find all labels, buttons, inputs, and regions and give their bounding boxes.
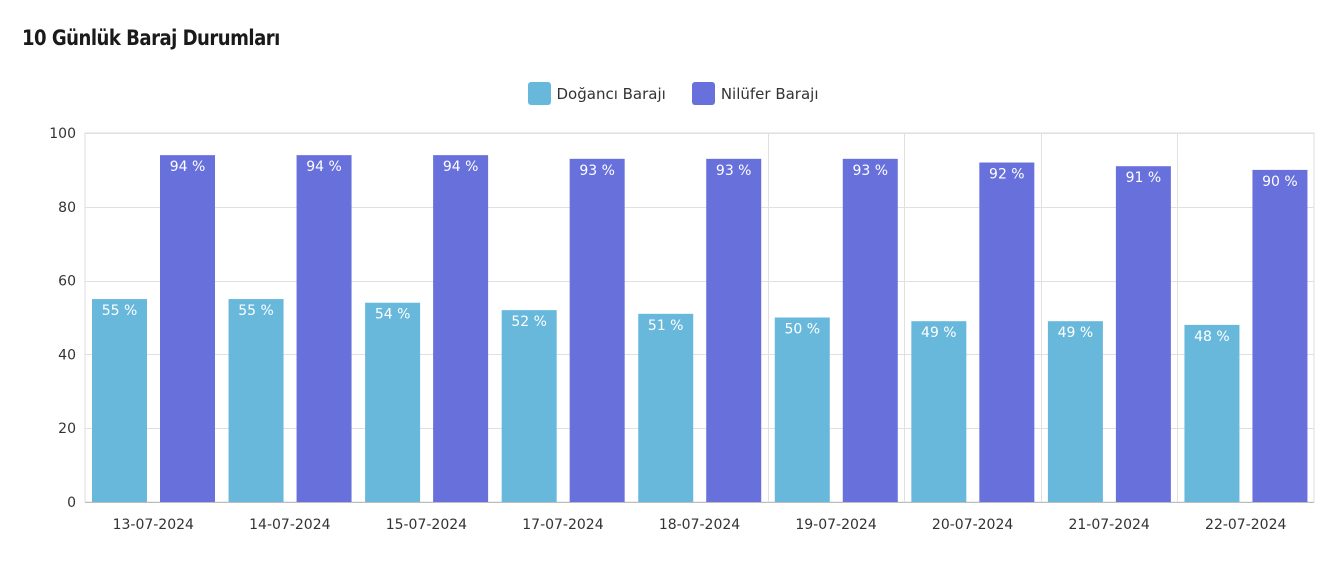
data-label: 55 % [102, 303, 138, 319]
x-tick-label: 22-07-2024 [1205, 517, 1286, 533]
chart-legend: Doğancı Barajı Nilüfer Barajı [0, 82, 1329, 105]
legend-swatch-nilufer [691, 82, 715, 105]
data-label: 94 % [306, 159, 342, 175]
x-tick-label: 19-07-2024 [795, 517, 876, 533]
bar [501, 310, 557, 502]
bar [365, 302, 421, 502]
y-tick-label: 80 [58, 200, 76, 216]
data-label: 55 % [238, 303, 274, 319]
legend-swatch-doganci [527, 82, 551, 105]
legend-item-doganci[interactable]: Doğancı Barajı [527, 82, 666, 105]
x-tick-label: 14-07-2024 [249, 517, 330, 533]
bar [160, 155, 215, 502]
data-label: 50 % [784, 322, 820, 338]
y-tick-label: 0 [67, 495, 76, 511]
bar [911, 321, 967, 502]
x-tick-label: 13-07-2024 [113, 517, 194, 533]
bar [228, 299, 284, 502]
bar [774, 317, 830, 502]
y-tick-label: 40 [58, 347, 76, 363]
x-tick-label: 20-07-2024 [932, 517, 1013, 533]
data-label: 94 % [443, 159, 479, 175]
data-label: 49 % [921, 325, 957, 341]
y-tick-label: 20 [58, 421, 76, 437]
bar [1184, 324, 1240, 502]
bar [1252, 169, 1308, 502]
x-tick-label: 21-07-2024 [1068, 517, 1149, 533]
legend-item-nilufer[interactable]: Nilüfer Barajı [691, 82, 819, 105]
chart-title: 10 Günlük Baraj Durumları [22, 26, 280, 50]
data-label: 94 % [170, 159, 206, 175]
data-label: 51 % [648, 318, 684, 334]
data-label: 93 % [852, 163, 888, 179]
legend-label-doganci: Doğancı Barajı [556, 84, 666, 103]
bar [296, 155, 352, 502]
bar [706, 158, 762, 502]
bar [1115, 166, 1171, 502]
y-tick-label: 60 [58, 274, 76, 290]
data-label: 49 % [1058, 325, 1094, 341]
bar [638, 313, 694, 502]
bar [842, 158, 898, 502]
x-tick-label: 15-07-2024 [386, 517, 467, 533]
data-label: 48 % [1194, 329, 1230, 345]
data-label: 93 % [716, 163, 752, 179]
data-label: 54 % [375, 307, 411, 323]
bar [979, 162, 1035, 502]
x-tick-label: 18-07-2024 [659, 517, 740, 533]
data-label: 93 % [579, 163, 615, 179]
data-label: 90 % [1262, 174, 1298, 190]
data-label: 92 % [989, 167, 1025, 183]
legend-label-nilufer: Nilüfer Barajı [720, 84, 819, 103]
data-label: 91 % [1126, 170, 1162, 186]
bar [433, 155, 489, 502]
data-label: 52 % [511, 314, 547, 330]
bar [569, 158, 625, 502]
bar [1047, 321, 1103, 502]
x-tick-label: 17-07-2024 [522, 517, 603, 533]
bar [92, 299, 147, 502]
y-tick-label: 100 [49, 126, 76, 142]
